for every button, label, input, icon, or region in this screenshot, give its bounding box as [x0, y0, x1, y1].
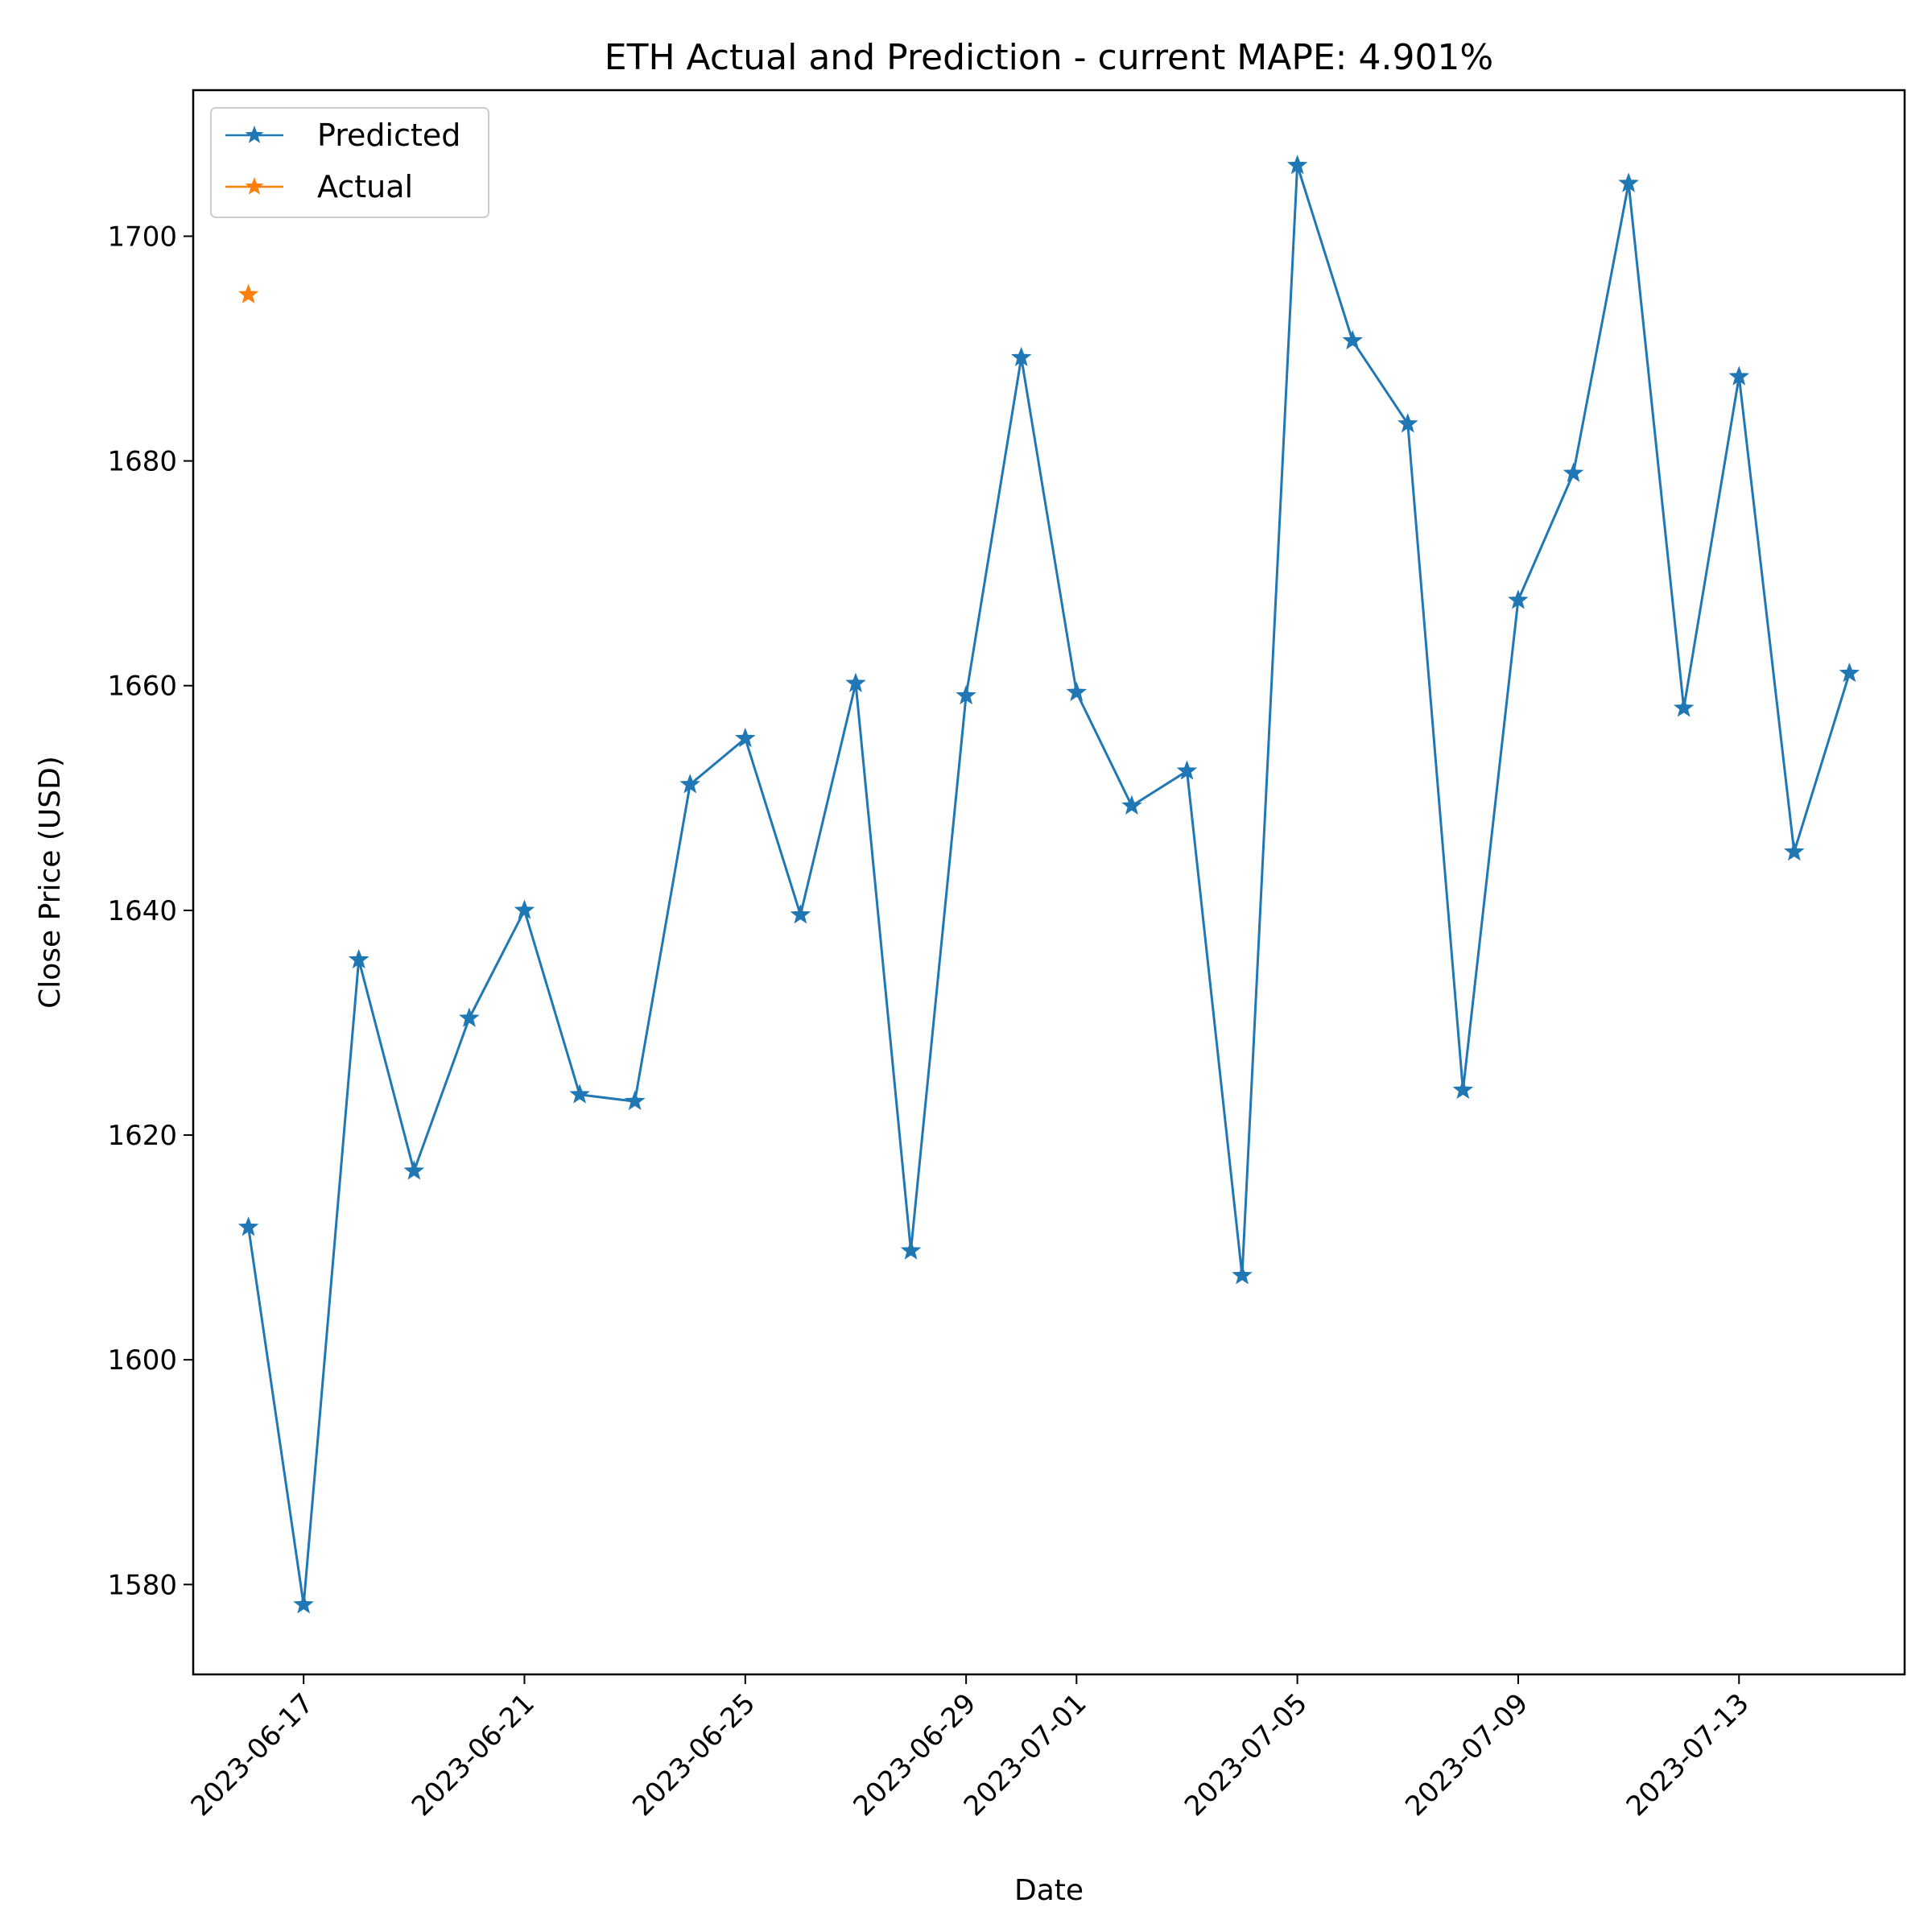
- data-point-predicted: [459, 1007, 480, 1027]
- data-point-predicted: [1563, 462, 1584, 482]
- y-tick-label: 1680: [107, 446, 177, 478]
- data-point-predicted: [790, 904, 811, 924]
- x-tick-label: 2023-07-13: [1620, 1687, 1756, 1823]
- data-point-predicted: [956, 684, 976, 705]
- data-point-predicted: [1066, 681, 1088, 701]
- data-point-predicted: [1232, 1265, 1253, 1285]
- data-point-actual: [237, 283, 259, 303]
- x-tick-label: 2023-07-09: [1399, 1687, 1534, 1823]
- data-point-predicted: [237, 1216, 259, 1236]
- data-point-predicted: [293, 1594, 314, 1614]
- data-point-predicted: [1397, 413, 1418, 433]
- legend-marker-predicted: [245, 126, 264, 143]
- data-point-predicted: [1121, 795, 1142, 815]
- y-tick-label: 1620: [107, 1120, 177, 1152]
- data-point-predicted: [1342, 329, 1363, 350]
- data-point-predicted: [569, 1084, 590, 1104]
- x-tick-label: 2023-06-17: [185, 1687, 320, 1823]
- x-tick-label: 2023-06-21: [406, 1687, 541, 1823]
- data-point-predicted: [1673, 697, 1695, 717]
- x-axis-ticks: 2023-06-17 2023-06-21 2023-06-25 2023-06-29…: [185, 1674, 1756, 1823]
- data-point-predicted: [1176, 760, 1198, 780]
- data-point-predicted: [1784, 840, 1805, 861]
- y-axis-ticks: 1580 1600 1620 1640 1660 1680 1700: [107, 221, 193, 1601]
- data-point-predicted: [1618, 172, 1639, 192]
- data-point-predicted: [900, 1240, 922, 1260]
- data-point-predicted: [1839, 662, 1860, 683]
- data-point-predicted: [735, 727, 756, 748]
- data-point-predicted: [679, 774, 700, 794]
- legend-label-predicted: Predicted: [317, 118, 460, 153]
- series-line-predicted: [247, 165, 1851, 1605]
- x-tick-label: 2023-07-05: [1179, 1687, 1314, 1823]
- data-point-predicted: [348, 948, 369, 969]
- y-tick-label: 1580: [107, 1569, 177, 1601]
- data-point-predicted: [1010, 346, 1032, 367]
- y-tick-label: 1640: [107, 895, 177, 927]
- data-point-predicted: [624, 1090, 646, 1111]
- legend-marker-actual: [245, 177, 264, 195]
- data-point-predicted: [1286, 155, 1308, 175]
- chart-title: ETH Actual and Prediction - current MAPE…: [605, 37, 1493, 78]
- plot-frame: [192, 89, 1906, 1676]
- y-tick-label: 1600: [107, 1344, 177, 1377]
- data-point-predicted: [1452, 1079, 1474, 1100]
- data-point-predicted: [514, 899, 535, 919]
- data-point-predicted: [1508, 589, 1529, 609]
- legend-label-actual: Actual: [317, 169, 413, 204]
- y-axis-title: Close Price (USD): [34, 756, 67, 1009]
- data-point-predicted: [403, 1160, 425, 1180]
- x-axis-title: Date: [1014, 1874, 1084, 1907]
- legend: Predicted Actual: [210, 107, 489, 218]
- y-tick-label: 1660: [107, 671, 177, 703]
- x-tick-label: 2023-06-25: [626, 1687, 762, 1823]
- data-point-predicted: [845, 672, 866, 692]
- data-point-predicted: [1728, 365, 1750, 386]
- y-tick-label: 1700: [107, 221, 177, 253]
- plot-marks: [237, 155, 1860, 1614]
